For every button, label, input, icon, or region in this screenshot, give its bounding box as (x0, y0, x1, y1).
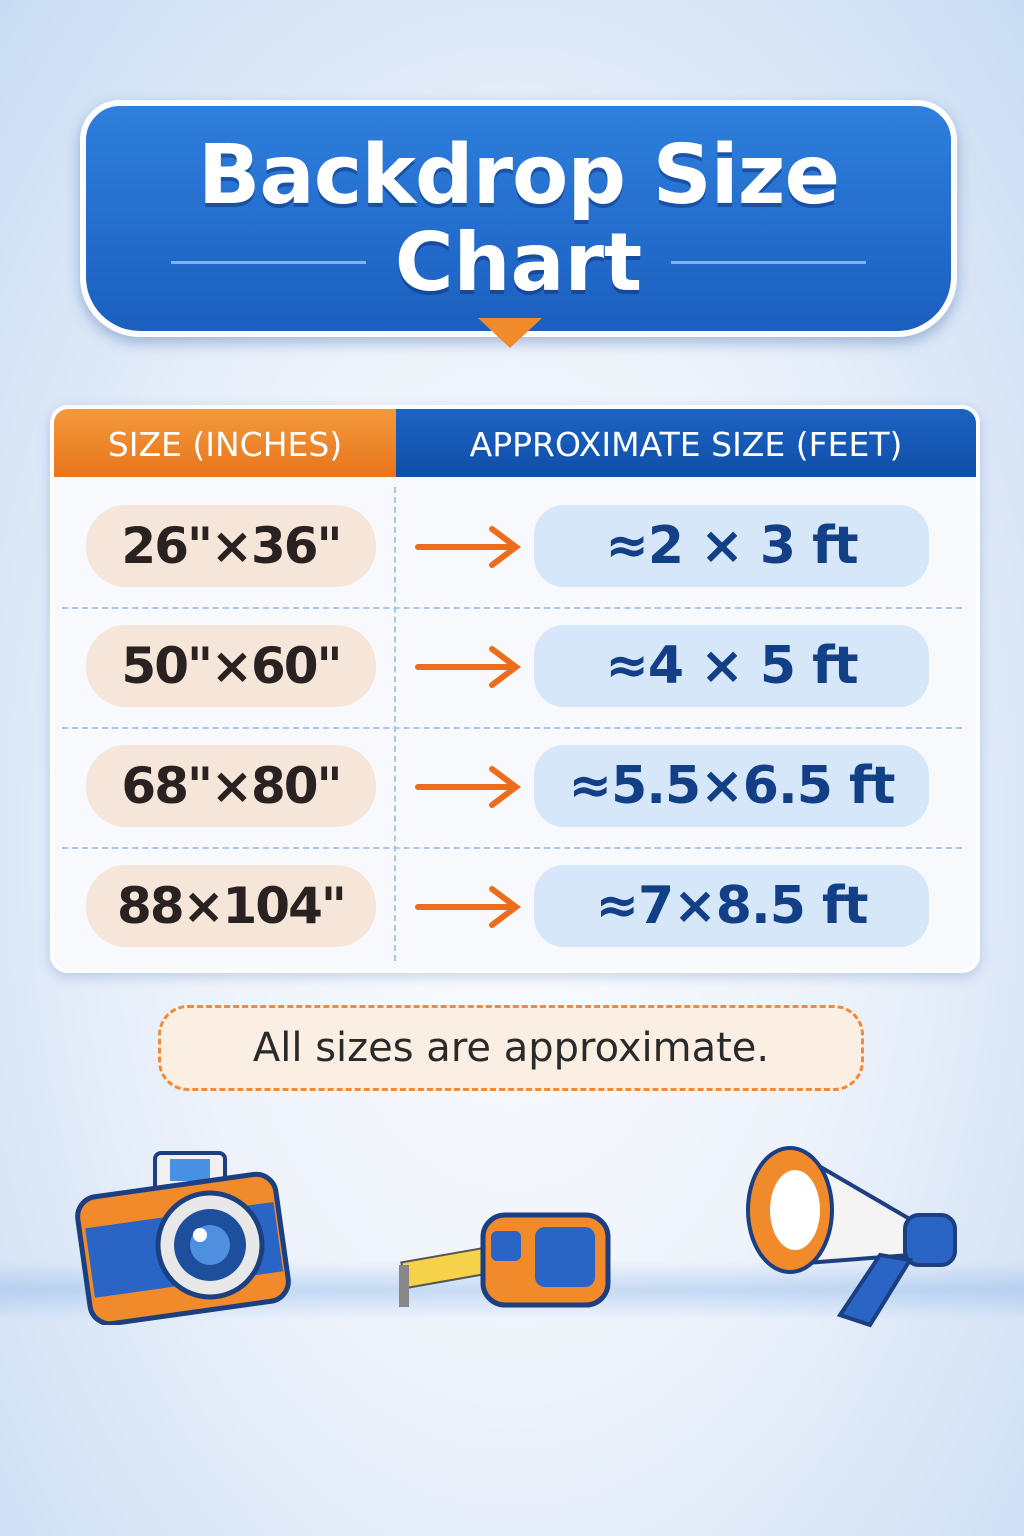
megaphone-icon (746, 1146, 957, 1328)
title-line-2: Chart (394, 216, 643, 309)
title-line-1: Backdrop Size (197, 128, 840, 223)
banner-pointer (478, 318, 542, 348)
tape-measure-icon (399, 1212, 611, 1308)
title-rule-right (671, 261, 866, 264)
size-inches: 68"×80" (86, 745, 376, 827)
size-feet: ≈7×8.5 ft (534, 865, 929, 947)
title-banner: Backdrop Size Chart (80, 100, 957, 337)
size-inches: 50"×60" (86, 625, 376, 707)
size-feet: ≈5.5×6.5 ft (534, 745, 929, 827)
approximate-note: All sizes are approximate. (158, 1005, 864, 1091)
table-row: 68"×80" ≈5.5×6.5 ft (54, 727, 976, 847)
arrow-right-icon (415, 886, 521, 928)
camera-icon (75, 1151, 291, 1325)
size-inches: 88×104" (86, 865, 376, 947)
header-inches: SIZE (INCHES) (54, 409, 396, 477)
size-table: SIZE (INCHES) APPROXIMATE SIZE (FEET) 26… (50, 405, 980, 973)
arrow-right-icon (415, 526, 521, 568)
table-row: 26"×36" ≈2 × 3 ft (54, 487, 976, 607)
size-inches: 26"×36" (86, 505, 376, 587)
row-divider (62, 607, 962, 609)
size-feet: ≈4 × 5 ft (534, 625, 929, 707)
header-feet: APPROXIMATE SIZE (FEET) (396, 409, 976, 477)
row-divider (62, 847, 962, 849)
title-rule-left (171, 261, 366, 264)
row-divider (62, 727, 962, 729)
table-row: 50"×60" ≈4 × 5 ft (54, 607, 976, 727)
arrow-right-icon (415, 646, 521, 688)
arrow-right-icon (415, 766, 521, 808)
table-row: 88×104" ≈7×8.5 ft (54, 847, 976, 967)
size-feet: ≈2 × 3 ft (534, 505, 929, 587)
column-divider (394, 487, 396, 961)
